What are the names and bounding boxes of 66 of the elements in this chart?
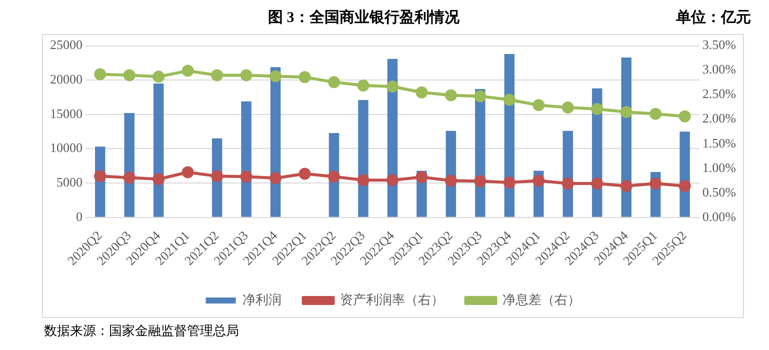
point (474, 90, 486, 102)
bar (153, 84, 164, 217)
y2-tick-label: 2.00% (702, 110, 736, 126)
point (503, 176, 516, 189)
point (94, 170, 106, 182)
point (182, 64, 194, 77)
bar (358, 100, 368, 217)
y-tick-label: 20000 (50, 72, 82, 87)
point (650, 108, 662, 120)
point (562, 178, 574, 190)
y-tick-label: 5000 (56, 174, 82, 190)
legend-label: 净利润 (242, 292, 282, 307)
legend-label: 资产利润率（右） (340, 292, 444, 307)
point (357, 174, 370, 186)
point (678, 110, 691, 122)
point (562, 102, 574, 114)
point (240, 69, 252, 82)
point (211, 69, 224, 82)
point (123, 69, 136, 82)
legend-label: 净息差（右） (502, 292, 580, 307)
point (503, 94, 516, 106)
point (182, 166, 194, 178)
point (152, 70, 165, 83)
point (532, 174, 545, 187)
point (444, 89, 457, 102)
y2-tick-label: 3.50% (702, 37, 736, 52)
point (444, 174, 457, 187)
point (298, 168, 311, 180)
source-note: 数据来源：国家金融监督管理总局 (44, 322, 240, 340)
point (591, 103, 604, 116)
y-tick-label: 10000 (50, 140, 82, 156)
y2-tick-label: 0.00% (702, 208, 736, 224)
y2-tick-label: 1.00% (702, 160, 736, 175)
bar (241, 101, 252, 217)
point (298, 71, 311, 84)
point (123, 172, 136, 184)
point (678, 180, 691, 192)
point (240, 170, 252, 183)
point (94, 68, 106, 80)
point (152, 173, 165, 186)
point (328, 76, 340, 88)
point (416, 171, 428, 184)
point (474, 175, 486, 188)
y2-tick-label: 1.50% (702, 135, 736, 150)
y-tick-label: 15000 (50, 106, 82, 121)
point (386, 80, 398, 92)
point (328, 170, 340, 183)
point (620, 106, 632, 118)
point (650, 178, 662, 190)
chart-subtitle: 单位：亿元 (676, 8, 751, 27)
point (270, 70, 282, 82)
point (620, 180, 632, 192)
point (591, 178, 604, 190)
y-tick-label: 0 (76, 208, 82, 224)
point (357, 80, 370, 92)
point (416, 86, 428, 98)
point (386, 174, 398, 186)
y2-tick-label: 0.50% (702, 184, 736, 200)
point (270, 172, 282, 184)
bar (124, 113, 134, 217)
y2-tick-label: 3.00% (702, 62, 736, 77)
chart-title: 图 3：全国商业银行盈利情况 (268, 8, 460, 27)
y-tick-label: 25000 (50, 37, 82, 52)
point (532, 99, 545, 112)
point (211, 170, 224, 182)
y2-tick-label: 2.50% (702, 86, 736, 102)
